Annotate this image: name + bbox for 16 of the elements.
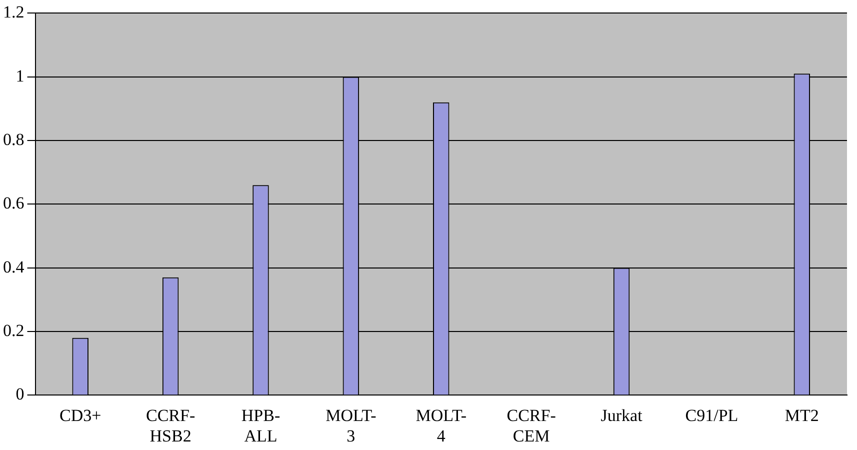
y-tick-label: 0.4 (3, 257, 25, 276)
y-tick-label: 0.2 (3, 321, 24, 340)
x-tick-label: CD3+ (59, 406, 102, 425)
y-tick-label: 1.2 (3, 2, 24, 22)
x-tick-label: MOLT-3 (326, 406, 377, 446)
y-tick-label: 0.6 (3, 194, 24, 213)
y-tick-label: 0 (16, 384, 24, 404)
x-tick-label: CCRF-HSB2 (146, 406, 196, 446)
x-tick-label: MOLT-4 (416, 406, 467, 446)
x-tick-label: C91/PL (685, 406, 738, 425)
y-tick-label: 1 (16, 66, 24, 86)
x-tick-label: Jurkat (600, 406, 643, 425)
x-tick-label: HPB-ALL (241, 406, 280, 446)
x-tick-label: MT2 (784, 406, 819, 425)
y-tick-label: 0.8 (3, 130, 24, 149)
x-tick-label: CCRF-CEM (506, 406, 556, 446)
